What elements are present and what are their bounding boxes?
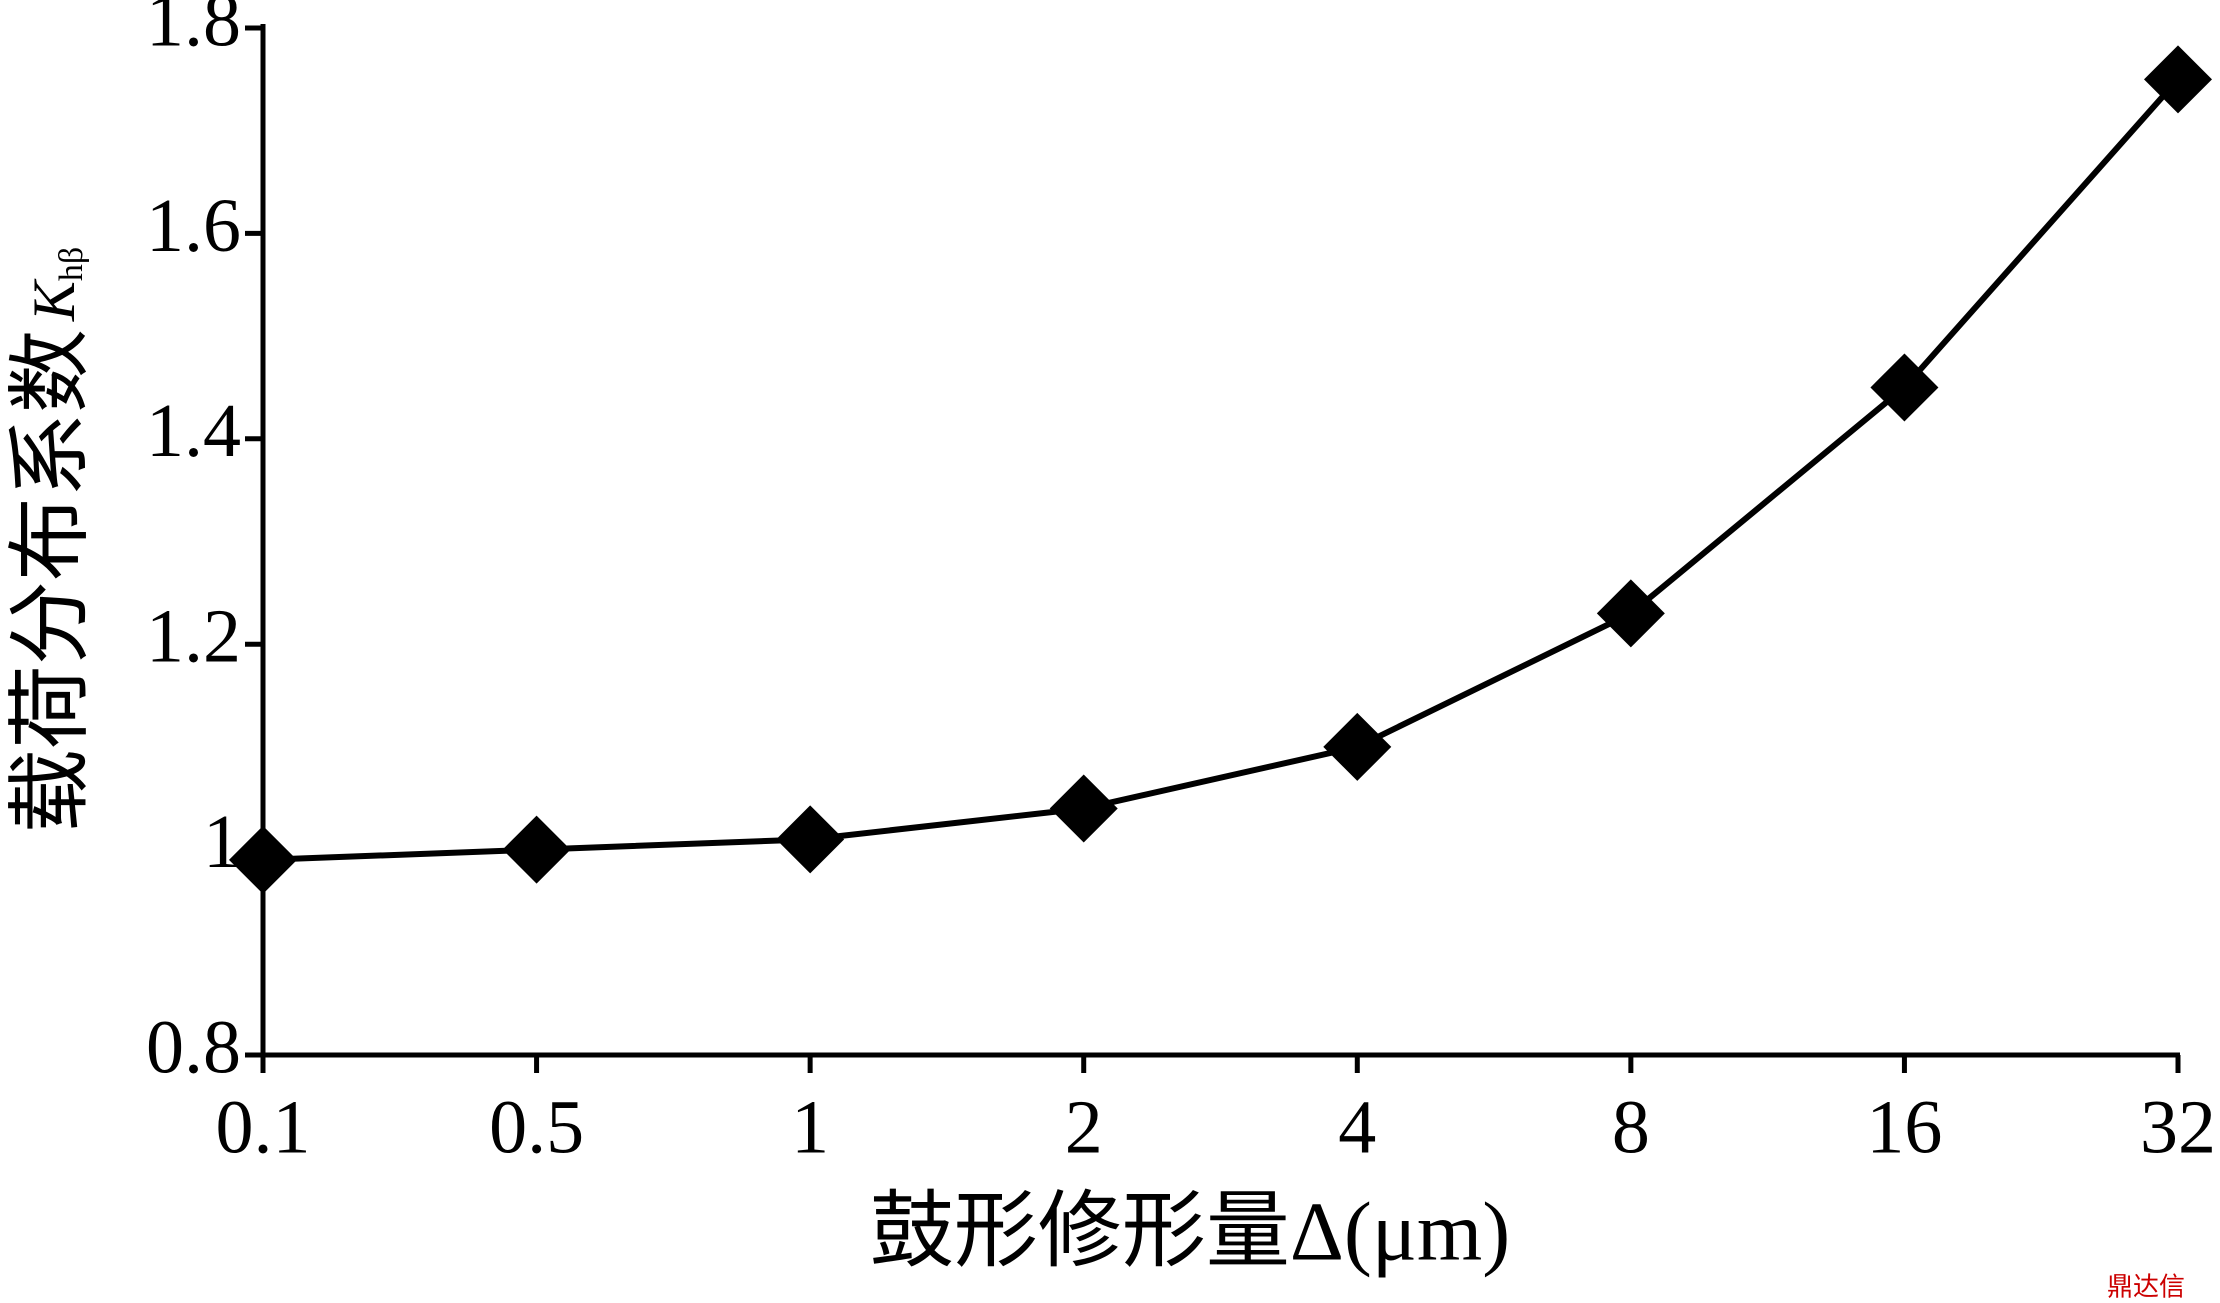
x-tick-label: 0.1 [216,1085,311,1169]
x-tick-label: 2 [1065,1085,1103,1169]
y-tick-label: 1.6 [146,184,241,268]
x-axis-title: 鼓形修形量Δ(μm) [870,1185,1510,1278]
y-tick-label: 1.4 [146,389,241,473]
y-axis-title-group: 载荷分布系数 Khβ [5,247,98,833]
data-line [262,77,2181,863]
y-axis-subscript: hβ [53,247,90,281]
y-tick-label: 1.8 [146,0,241,62]
y-tick-label: 1.2 [146,595,241,679]
x-tick-label: 4 [1338,1085,1376,1169]
marker [1323,712,1392,781]
x-tick-label: 8 [1612,1085,1650,1169]
marker [776,805,845,874]
y-axis-symbol: K [21,278,87,322]
y-axis-title: 载荷分布系数 Khβ [5,247,98,833]
marker [1870,353,1939,422]
x-tick-label: 32 [2140,1085,2216,1169]
y-tick-label: 1 [203,800,241,884]
marker [229,825,297,894]
marker [2144,45,2212,114]
marker [1596,579,1665,648]
watermark: 鼎达信 [2107,1273,2185,1303]
y-axis-title-text: 载荷分布系数 [5,329,98,833]
x-tick-label: 0.5 [489,1085,584,1169]
x-tick-label: 1 [791,1085,829,1169]
x-tick-label: 16 [1866,1085,1942,1169]
y-tick-label: 0.8 [146,1005,241,1089]
marker [1049,774,1118,843]
marker [502,815,571,884]
